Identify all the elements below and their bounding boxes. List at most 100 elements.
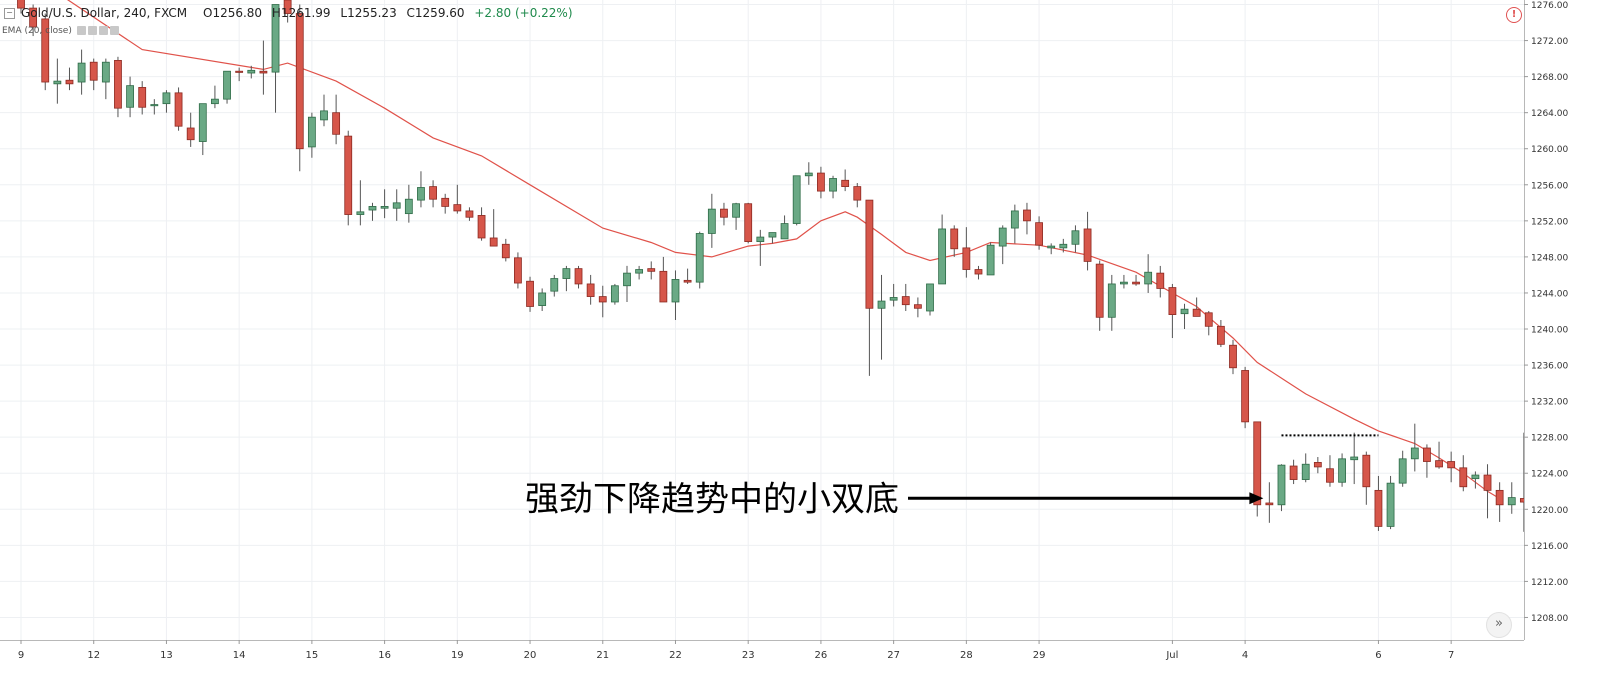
open-value: O1256.80: [203, 6, 263, 20]
candle: [1471, 471, 1480, 489]
candle-body-down: [1495, 489, 1504, 506]
candle: [647, 261, 656, 280]
candle-body-up: [1277, 464, 1286, 506]
candle-body-up: [53, 80, 62, 85]
candle-body-down: [259, 70, 268, 74]
candle-body-down: [1204, 312, 1213, 327]
candle-body-up: [1350, 456, 1359, 461]
candle-body-up: [162, 92, 171, 105]
candle-body-up: [986, 244, 995, 276]
candle: [65, 67, 74, 91]
candle-body-down: [1132, 281, 1140, 285]
edit-icon[interactable]: [98, 26, 108, 35]
candle-body-down: [1374, 489, 1383, 527]
candle: [174, 87, 183, 131]
time-tick-label: 16: [378, 650, 391, 661]
eye-icon[interactable]: [76, 26, 86, 35]
price-axis[interactable]: 1208.00 1212.00 1216.00 1220.00 1224.00 1228.…: [1524, 0, 1600, 680]
candle: [1168, 283, 1177, 339]
candle-body-down: [817, 172, 825, 192]
candle: [344, 130, 353, 226]
candle: [1132, 274, 1140, 286]
candle: [453, 184, 462, 214]
candle-body-up: [1338, 458, 1346, 483]
candle-body-up: [1071, 230, 1080, 245]
candle-body-down: [1313, 462, 1322, 468]
candle: [841, 169, 850, 192]
time-tick-label: 21: [596, 650, 609, 661]
candle-body-down: [865, 199, 874, 309]
candle: [707, 193, 716, 248]
candle-body-down: [29, 7, 38, 28]
indicator-row: EMA (20, close): [2, 26, 119, 36]
candle-body-up: [538, 292, 547, 306]
candle: [1023, 202, 1031, 235]
candle: [1120, 274, 1128, 289]
price-tick-label: 1224.00: [1531, 470, 1568, 480]
candle: [695, 231, 704, 289]
candle-body-up: [198, 103, 207, 142]
candle-body-down: [1241, 370, 1250, 423]
candle: [101, 58, 110, 100]
candle-body-up: [998, 227, 1007, 247]
candle-body-down: [1192, 308, 1201, 317]
candle: [114, 56, 122, 118]
candle: [138, 81, 147, 115]
candle: [635, 265, 644, 280]
candle-body-down: [1156, 272, 1165, 289]
candle-body-up: [77, 62, 86, 83]
scroll-to-realtime-button[interactable]: »: [1486, 612, 1512, 638]
settings-icon[interactable]: [87, 26, 97, 35]
candle-body-up: [150, 104, 159, 107]
candle: [1265, 482, 1274, 523]
candle: [223, 70, 231, 104]
candle-body-down: [17, 0, 25, 9]
candle-body-up: [732, 203, 740, 218]
candle-body-down: [574, 268, 583, 285]
candle: [1459, 455, 1468, 492]
candle-body-down: [489, 237, 498, 247]
candle: [162, 90, 171, 113]
candle-body-down: [647, 268, 656, 272]
time-axis[interactable]: 9 12 13 14 15 16 19 20 21 22 23 26 27 28 29 Jul 4 6 7: [0, 640, 1524, 661]
candle-body-down: [1035, 222, 1043, 246]
change-value: +2.80 (+0.22%): [474, 6, 573, 20]
alert-icon[interactable]: !: [1506, 7, 1522, 23]
candle: [913, 297, 922, 318]
candle: [562, 265, 571, 292]
candle-body-down: [1023, 209, 1031, 222]
candle-body-up: [707, 208, 716, 234]
candle: [623, 265, 631, 302]
annotation-layer: 强劲下降趋势中的小双底: [525, 434, 1379, 519]
ema-layer: [66, 0, 1500, 500]
candle-body-down: [586, 283, 595, 297]
candle-body-down: [441, 197, 450, 207]
candle: [477, 207, 486, 241]
candle: [1144, 254, 1153, 293]
candle-body-up: [804, 172, 813, 177]
close-icon[interactable]: [109, 26, 119, 35]
candle-body-up: [1107, 283, 1116, 318]
candle: [1095, 260, 1104, 331]
candle: [1192, 297, 1201, 317]
candle: [1047, 243, 1056, 255]
candle-body-down: [174, 92, 183, 127]
candle: [235, 67, 244, 82]
candle: [1435, 441, 1443, 469]
candle-body-up: [829, 178, 837, 192]
candle: [271, 4, 280, 113]
price-tick-label: 1232.00: [1531, 398, 1568, 408]
candle-body-down: [344, 135, 353, 215]
candle-body-up: [1059, 243, 1068, 249]
candle: [1374, 475, 1383, 531]
candle: [950, 225, 959, 257]
candle-body-down: [744, 203, 753, 242]
candle: [1350, 432, 1359, 485]
collapse-legend-button[interactable]: −: [4, 8, 15, 19]
candle: [150, 99, 159, 115]
candle-body-up: [792, 175, 801, 224]
price-tick-label: 1208.00: [1531, 614, 1568, 624]
candle-body-up: [1386, 482, 1395, 527]
candle: [550, 274, 559, 297]
